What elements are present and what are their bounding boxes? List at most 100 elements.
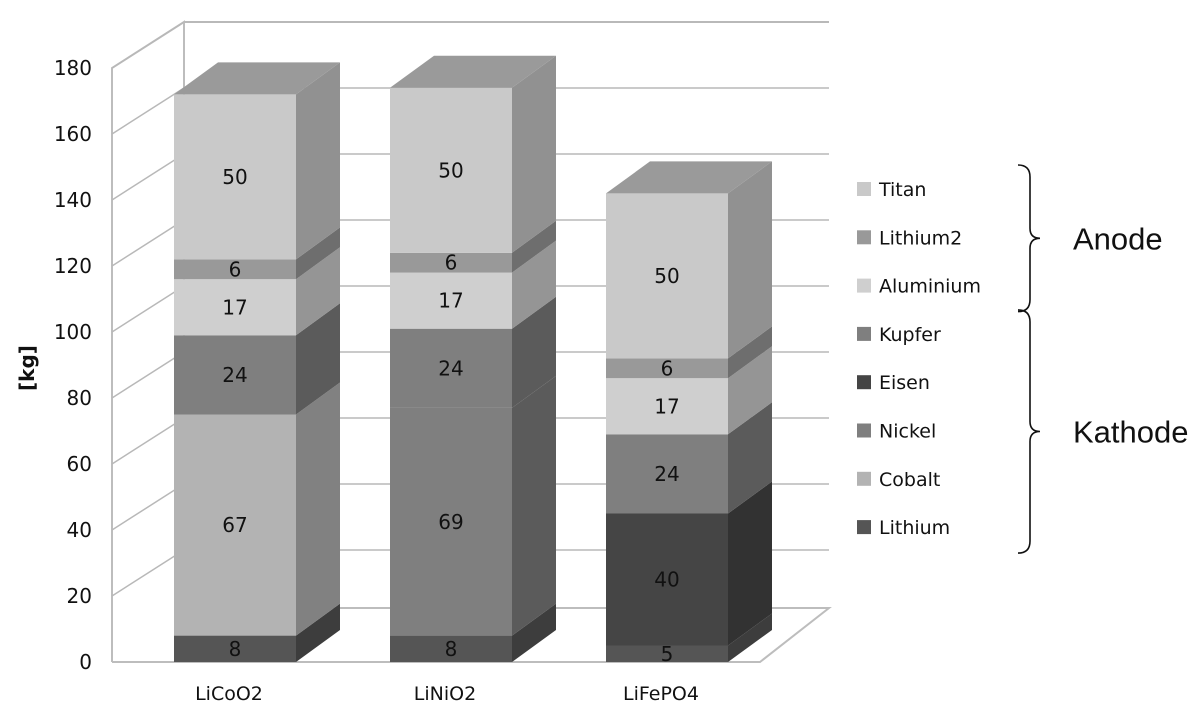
y-tick-label: 160 xyxy=(54,122,92,146)
bar-stack-LiFePO4: 5 40 24 17 6 50 xyxy=(606,161,772,666)
bar-segment-aluminium xyxy=(606,378,728,435)
left-wall xyxy=(111,20,185,662)
legend-swatch-cobalt xyxy=(857,471,871,486)
data-label: 67 xyxy=(222,513,247,537)
y-tick-label: 100 xyxy=(54,320,92,344)
x-axis-categories: LiCoO2 LiNiO2 LiFePO4 xyxy=(195,683,699,705)
y-tick-label: 20 xyxy=(67,584,92,608)
y-tick-label: 0 xyxy=(79,650,92,674)
legend-swatch-eisen xyxy=(857,375,871,390)
data-label: 8 xyxy=(445,637,458,661)
bar-segment-kupfer xyxy=(606,434,728,514)
bar-segment-lithium2 xyxy=(390,252,512,273)
y-axis-ticks: 0 20 40 60 80 100 120 140 160 180 xyxy=(54,56,92,674)
bars: 8 67 24 17 6 50 8 69 24 17 6 50 5 40 24 17 6 50 xyxy=(174,55,772,666)
bar-segment-side xyxy=(512,296,556,408)
data-label: 50 xyxy=(222,165,247,189)
bar-segment-side xyxy=(512,220,556,273)
bar-segment-lithium2 xyxy=(174,259,296,280)
bar-segment-side xyxy=(728,613,772,662)
group-label-anode: Anode xyxy=(1073,221,1163,256)
data-label: 6 xyxy=(445,251,458,275)
legend-label: Cobalt xyxy=(879,469,940,491)
bar-segment-side xyxy=(728,346,772,435)
legend-swatch-nickel xyxy=(857,423,871,438)
bar-segment-side xyxy=(512,240,556,329)
y-tick-label: 120 xyxy=(54,254,92,278)
bar-top xyxy=(606,161,772,194)
y-tick-label: 180 xyxy=(54,56,92,80)
bar-segment-side xyxy=(296,603,340,662)
bar-top xyxy=(174,62,340,95)
legend-swatch-titan xyxy=(857,182,871,196)
y-tick-label: 40 xyxy=(67,518,92,542)
x-tick-label: LiCoO2 xyxy=(195,683,263,705)
bar-segment-titan xyxy=(390,87,512,253)
bar-segment-lithium2 xyxy=(606,358,728,379)
gridline xyxy=(111,21,829,69)
bar-segment-side xyxy=(728,326,772,379)
data-label: 24 xyxy=(654,462,679,486)
group-label-kathode: Kathode xyxy=(1073,415,1189,450)
bar-segment-side xyxy=(512,55,556,253)
bar-segment-side xyxy=(296,247,340,336)
bar-segment-aluminium xyxy=(174,279,296,336)
legend-label: Nickel xyxy=(879,421,936,443)
bar-segment-kupfer xyxy=(390,328,512,408)
bar-segment-side xyxy=(728,161,772,359)
y-axis-title: [kg] xyxy=(15,345,39,391)
bar-top xyxy=(390,55,556,88)
bar-segment-side xyxy=(296,227,340,280)
bracket-anode xyxy=(1017,164,1041,313)
legend-label: Eisen xyxy=(879,372,930,394)
data-label: 40 xyxy=(654,568,679,592)
legend-swatch-lithium xyxy=(857,520,871,535)
bar-segment-lithium xyxy=(174,635,296,662)
bar-segment-titan xyxy=(174,94,296,260)
legend-group-brackets: Anode Kathode xyxy=(1017,164,1189,554)
legend-swatch-aluminium xyxy=(857,278,871,293)
y-tick-label: 140 xyxy=(54,188,92,212)
legend-label: Lithium2 xyxy=(879,227,962,249)
data-label: 17 xyxy=(438,289,463,313)
bar-segment-kupfer xyxy=(174,335,296,415)
data-label: 8 xyxy=(229,637,242,661)
bracket-kathode xyxy=(1017,309,1041,554)
bar-segment-side xyxy=(296,62,340,260)
legend: Titan Lithium2 Aluminium Kupfer Eisen Nickel C… xyxy=(857,179,981,539)
bar-segment-aluminium xyxy=(390,272,512,329)
legend-label: Titan xyxy=(878,179,926,201)
legend-label: Aluminium xyxy=(879,276,981,298)
bar-segment-titan xyxy=(606,193,728,359)
y-tick-label: 80 xyxy=(67,386,92,410)
bar-segment-eisen xyxy=(606,513,728,646)
data-label: 5 xyxy=(661,642,674,666)
data-label: 6 xyxy=(661,356,674,380)
bar-stack-LiNiO2: 8 69 24 17 6 50 xyxy=(390,55,556,662)
bar-segment-cobalt xyxy=(174,414,296,636)
data-label: 50 xyxy=(654,264,679,288)
x-tick-label: LiNiO2 xyxy=(414,683,476,705)
y-tick-label: 60 xyxy=(67,452,92,476)
bar-segment-lithium xyxy=(390,635,512,662)
bar-segment-lithium xyxy=(606,645,728,662)
bar-segment-side xyxy=(296,303,340,415)
bar-stack-LiCoO2: 8 67 24 17 6 50 xyxy=(174,62,340,662)
data-label: 50 xyxy=(438,158,463,182)
bar-segment-side xyxy=(296,382,340,636)
data-label: 24 xyxy=(438,356,463,380)
data-label: 17 xyxy=(222,295,247,319)
legend-swatch-kupfer xyxy=(857,326,871,341)
data-label: 24 xyxy=(222,363,247,387)
bar-segment-side xyxy=(728,402,772,514)
bar-segment-side xyxy=(728,481,772,646)
data-label: 17 xyxy=(654,394,679,418)
data-label: 6 xyxy=(229,257,242,281)
data-label: 69 xyxy=(438,510,463,534)
legend-swatch-lithium2 xyxy=(857,230,871,245)
bar-segment-side xyxy=(512,375,556,636)
x-tick-label: LiFePO4 xyxy=(623,683,699,705)
bar-segment-side xyxy=(512,603,556,662)
bar-segment-nickel xyxy=(390,407,512,636)
